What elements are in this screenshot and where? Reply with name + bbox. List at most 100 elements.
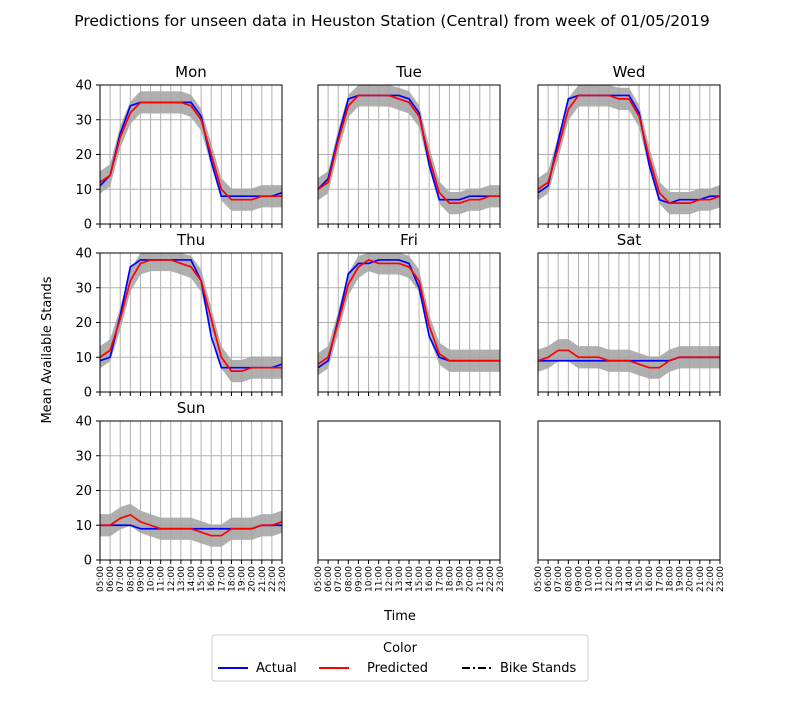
x-tick-label: 08:00 bbox=[344, 566, 354, 592]
x-tick-label: 11:00 bbox=[595, 566, 605, 592]
x-tick-label: 21:00 bbox=[476, 566, 486, 592]
panel-title: Tue bbox=[395, 63, 422, 81]
panel-empty-7: 05:00 06:00 07:00 08:00 09:00 10:00 11:00 12:00… bbox=[314, 420, 506, 592]
panel-thu: Thu 0 10 20 30 40 bbox=[75, 231, 283, 401]
panel-title: Thu bbox=[176, 231, 205, 249]
panels-layer: Mon 0 10 20 30 40 Tue Wed Thu 0 10 20 30 40 Fri Sat Sun 0… bbox=[75, 63, 726, 592]
x-tick-label: 17:00 bbox=[217, 566, 227, 592]
panel-fri: Fri bbox=[317, 231, 501, 396]
panel-title: Fri bbox=[400, 231, 418, 249]
x-tick-label: 05:00 bbox=[96, 566, 106, 592]
y-tick-label: 10 bbox=[75, 183, 92, 198]
series-predicted-line bbox=[317, 94, 500, 204]
y-tick-label: 40 bbox=[75, 79, 92, 94]
x-tick-label: 06:00 bbox=[106, 566, 116, 592]
x-tick-label: 07:00 bbox=[116, 566, 126, 592]
x-tick-label: 12:00 bbox=[385, 566, 395, 592]
x-tick-label: 11:00 bbox=[375, 566, 385, 592]
x-tick-label: 13:00 bbox=[615, 566, 625, 592]
y-tick-label: 0 bbox=[84, 218, 92, 233]
legend-label-bike-stands: Bike Stands bbox=[500, 661, 577, 676]
x-tick-label: 13:00 bbox=[177, 566, 187, 592]
series-predicted-line bbox=[99, 101, 282, 201]
x-tick-label: 08:00 bbox=[564, 566, 574, 592]
x-tick-label: 12:00 bbox=[605, 566, 615, 592]
x-tick-label: 17:00 bbox=[435, 566, 445, 592]
x-tick-label: 23:00 bbox=[496, 566, 506, 592]
y-tick-label: 0 bbox=[84, 554, 92, 569]
x-tick-label: 10:00 bbox=[147, 566, 157, 592]
x-tick-label: 09:00 bbox=[136, 566, 146, 592]
x-tick-label: 14:00 bbox=[625, 566, 635, 592]
x-tick-label: 11:00 bbox=[157, 566, 167, 592]
series-predicted-line bbox=[537, 94, 721, 204]
x-tick-label: 14:00 bbox=[187, 566, 197, 592]
series-predicted-line bbox=[99, 259, 282, 372]
x-tick-label: 14:00 bbox=[405, 566, 415, 592]
prediction-band bbox=[100, 91, 282, 211]
x-axis-label: Time bbox=[383, 609, 416, 624]
legend-title: Color bbox=[383, 641, 418, 656]
x-tick-label: 21:00 bbox=[696, 566, 706, 592]
x-tick-label: 18:00 bbox=[227, 566, 237, 592]
y-tick-label: 20 bbox=[75, 484, 92, 499]
x-tick-label: 16:00 bbox=[645, 566, 655, 592]
y-tick-label: 10 bbox=[75, 519, 92, 534]
x-tick-label: 15:00 bbox=[415, 566, 425, 592]
x-tick-label: 19:00 bbox=[676, 566, 686, 592]
panel-title: Sat bbox=[617, 231, 642, 249]
x-tick-label: 10:00 bbox=[365, 566, 375, 592]
x-tick-label: 20:00 bbox=[248, 566, 258, 592]
x-tick-label: 07:00 bbox=[554, 566, 564, 592]
panel-title: Wed bbox=[613, 63, 646, 81]
prediction-band bbox=[318, 253, 500, 376]
y-tick-label: 30 bbox=[75, 281, 92, 296]
series-actual-line bbox=[317, 94, 500, 201]
y-tick-label: 20 bbox=[75, 316, 92, 331]
panel-title: Mon bbox=[175, 63, 207, 81]
y-tick-label: 40 bbox=[75, 415, 92, 430]
x-tick-label: 05:00 bbox=[534, 566, 544, 592]
x-tick-label: 21:00 bbox=[258, 566, 268, 592]
panel-sun: Sun 0 10 20 30 40 05:00 06:00 07:00 08:00 09:00 10:… bbox=[75, 399, 288, 592]
legend-box bbox=[211, 634, 589, 682]
x-tick-label: 12:00 bbox=[167, 566, 177, 592]
legend: Color Actual Predicted Bike Stands bbox=[211, 634, 589, 682]
x-tick-label: 09:00 bbox=[574, 566, 584, 592]
prediction-band bbox=[100, 503, 282, 547]
x-tick-label: 19:00 bbox=[238, 566, 248, 592]
x-tick-label: 18:00 bbox=[665, 566, 675, 592]
x-tick-label: 08:00 bbox=[126, 566, 136, 592]
prediction-band bbox=[100, 253, 282, 383]
x-tick-label: 15:00 bbox=[635, 566, 645, 592]
x-tick-label: 06:00 bbox=[544, 566, 554, 592]
legend-label-predicted: Predicted bbox=[367, 661, 428, 676]
y-tick-label: 0 bbox=[84, 386, 92, 401]
x-tick-label: 16:00 bbox=[207, 566, 217, 592]
x-tick-label: 16:00 bbox=[425, 566, 435, 592]
prediction-band bbox=[538, 85, 720, 215]
panel-mon: Mon 0 10 20 30 40 bbox=[75, 63, 283, 233]
x-tick-label: 22:00 bbox=[486, 566, 496, 592]
chart-title: Predictions for unseen data in Heuston S… bbox=[74, 12, 709, 30]
x-tick-label: 20:00 bbox=[686, 566, 696, 592]
x-tick-label: 05:00 bbox=[314, 566, 324, 592]
y-tick-label: 40 bbox=[75, 247, 92, 262]
x-tick-label: 09:00 bbox=[354, 566, 364, 592]
legend-label-actual: Actual bbox=[256, 661, 297, 676]
x-tick-label: 22:00 bbox=[706, 566, 716, 592]
y-tick-label: 30 bbox=[75, 113, 92, 128]
y-tick-label: 10 bbox=[75, 351, 92, 366]
series-predicted-line bbox=[537, 349, 720, 369]
x-tick-label: 10:00 bbox=[585, 566, 595, 592]
series-predicted-line bbox=[100, 513, 283, 537]
series-actual-line bbox=[99, 101, 283, 198]
panel-sat: Sat bbox=[537, 231, 721, 396]
y-tick-label: 30 bbox=[75, 449, 92, 464]
x-tick-label: 20:00 bbox=[466, 566, 476, 592]
panel-wed: Wed bbox=[537, 63, 721, 228]
x-tick-label: 06:00 bbox=[324, 566, 334, 592]
series-predicted-line bbox=[317, 259, 500, 365]
